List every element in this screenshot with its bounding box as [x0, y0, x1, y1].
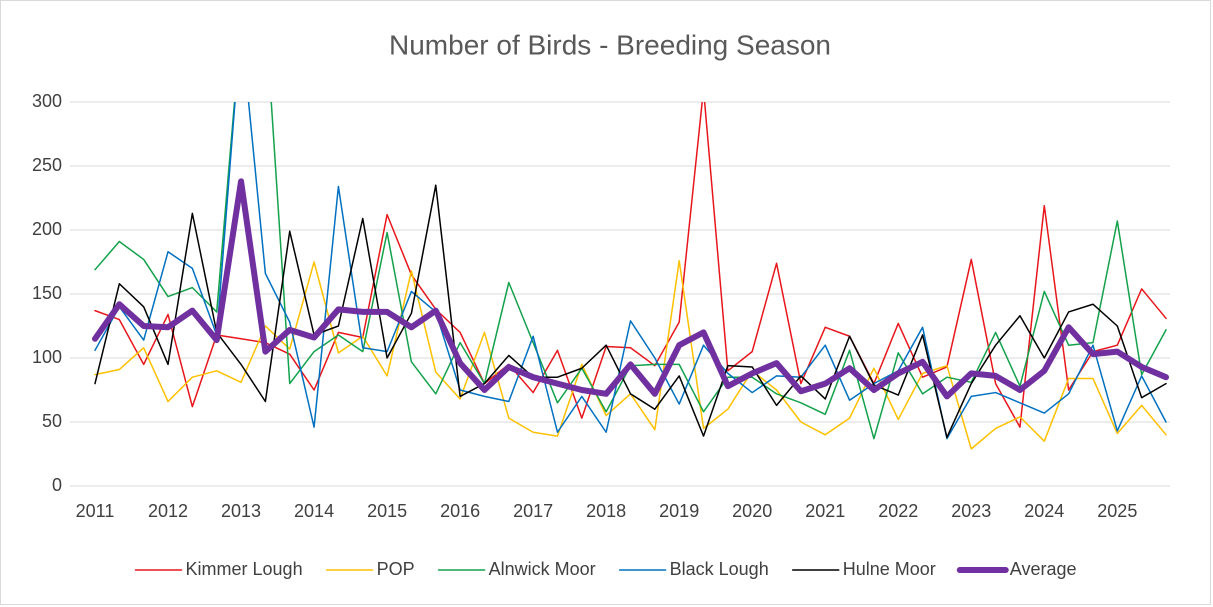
y-tick-label: 250 [32, 155, 62, 175]
x-tick-label: 2011 [76, 501, 115, 521]
y-tick-label: 50 [42, 411, 62, 431]
x-tick-label: 2020 [732, 501, 772, 521]
legend-label: Kimmer Lough [186, 559, 303, 579]
x-tick-label: 2022 [878, 501, 918, 521]
x-tick-label: 2015 [367, 501, 407, 521]
legend-label: Average [1010, 559, 1077, 579]
series-line [92, 178, 1169, 400]
y-tick-label: 200 [32, 219, 62, 239]
x-tick-label: 2016 [440, 501, 480, 521]
x-tick-label: 2024 [1024, 501, 1064, 521]
series-line [94, 102, 1167, 440]
y-tick-label: 0 [52, 475, 62, 495]
x-tick-label: 2025 [1097, 501, 1137, 521]
x-tick-label: 2014 [294, 501, 334, 521]
x-tick-label: 2023 [951, 501, 991, 521]
x-tick-label: 2012 [148, 501, 188, 521]
legend: Kimmer Lough POP Alnwick Moor Black Lough Hu… [134, 559, 1077, 579]
legend-label: Alnwick Moor [489, 559, 596, 579]
legend-label: POP [377, 559, 415, 579]
y-tick-label: 100 [32, 347, 62, 367]
legend-label: Hulne Moor [843, 559, 936, 579]
chart-title: Number of Birds - Breeding Season [389, 29, 831, 60]
x-tick-label: 2021 [805, 501, 845, 521]
legend-label: Black Lough [670, 559, 769, 579]
y-tick-label: 300 [32, 91, 62, 111]
x-tick-label: 2018 [586, 501, 626, 521]
x-tick-label: 2013 [221, 501, 261, 521]
x-tick-label: 2019 [659, 501, 699, 521]
x-tick-label: 2017 [513, 501, 553, 521]
y-tick-label: 150 [32, 283, 62, 303]
plot-area [92, 102, 1169, 450]
